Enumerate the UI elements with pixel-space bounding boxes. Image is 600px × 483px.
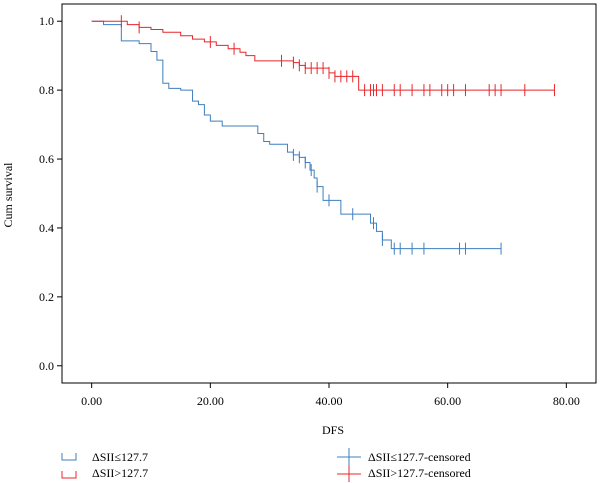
legend: ΔSII≤127.7 ΔSII>127.7 ΔSII≤127.7-censore… [61,448,471,482]
plot-border [61,3,597,384]
x-axis: 0.00 20.00 40.00 60.00 80.00 [81,383,580,408]
x-tick-label: 40.00 [316,394,343,408]
y-tick-label: 0.0 [39,359,54,373]
legend-label-low-censored: ΔSII≤127.7-censored [368,450,471,464]
survival-curves [91,15,555,255]
x-axis-title: DFS [322,423,344,437]
x-tick-label: 80.00 [553,394,580,408]
survival-curve-low [91,20,502,250]
plot-area [61,3,597,384]
y-tick-label: 0.2 [39,290,54,304]
y-tick-label: 0.4 [39,221,54,235]
legend-symbol-low [61,453,77,461]
x-tick-label: 0.00 [81,394,102,408]
y-tick-label: 0.8 [39,83,54,97]
legend-symbol-high-censored [337,466,361,482]
legend-symbol-low-censored [337,448,361,466]
x-tick-label: 60.00 [434,394,461,408]
legend-label-high-censored: ΔSII>127.7-censored [368,466,471,480]
legend-label-high: ΔSII>127.7 [92,466,148,480]
legend-label-low: ΔSII≤127.7 [92,450,148,464]
y-tick-label: 0.6 [39,152,54,166]
y-tick-label: 1.0 [39,14,54,28]
survival-curve-high [91,20,555,91]
y-axis-title: Cum survival [1,162,15,228]
legend-symbol-high [61,471,77,479]
x-tick-label: 20.00 [197,394,224,408]
y-axis: 0.0 0.2 0.4 0.6 0.8 1.0 [39,14,62,373]
